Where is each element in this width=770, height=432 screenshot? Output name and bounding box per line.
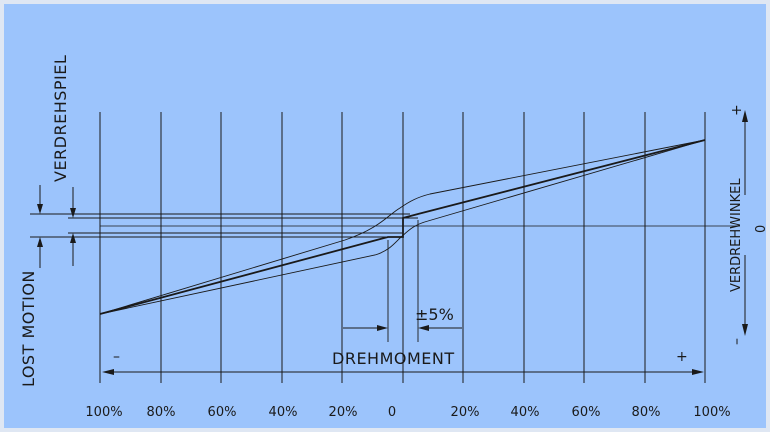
torque-plus-sign: + bbox=[676, 349, 688, 365]
hysteresis-curves bbox=[99, 139, 706, 315]
torque-arrow bbox=[102, 369, 704, 375]
arrow-head bbox=[742, 110, 748, 122]
tick-label: 60% bbox=[572, 405, 601, 420]
mean-curve bbox=[99, 139, 706, 315]
tick-label: 100% bbox=[693, 405, 730, 420]
vertical-grid bbox=[99, 112, 706, 383]
lower-curve bbox=[99, 139, 706, 315]
arrow-head bbox=[37, 204, 43, 214]
twist-minus-sign: – bbox=[729, 338, 745, 345]
arrow-head bbox=[37, 237, 43, 247]
lost-motion-label: LOST MOTION bbox=[19, 270, 38, 387]
arrow-head bbox=[418, 325, 429, 331]
tolerance-label: ±5% bbox=[415, 305, 454, 324]
tick-label: 60% bbox=[208, 405, 237, 420]
twist-plus-sign: + bbox=[729, 104, 745, 116]
backlash-label: VERDREHSPIEL bbox=[51, 55, 70, 182]
arrow-head bbox=[70, 208, 76, 218]
torque-tick-labels: 100% 80% 60% 40% 20% 0 20% 40% 60% 80% 1… bbox=[85, 405, 730, 420]
tick-label: 80% bbox=[632, 405, 661, 420]
left-dimension-arrows bbox=[37, 185, 76, 268]
arrow-head bbox=[377, 325, 388, 331]
arrow-head bbox=[692, 369, 704, 375]
arrow-head bbox=[102, 369, 114, 375]
reference-lines bbox=[30, 213, 418, 238]
torque-label: DREHMOMENT bbox=[332, 349, 455, 368]
tick-label: 0 bbox=[388, 405, 396, 420]
torque-minus-sign: – bbox=[113, 349, 120, 365]
tick-label: 40% bbox=[269, 405, 298, 420]
tick-label: 20% bbox=[329, 405, 358, 420]
tick-label: 80% bbox=[147, 405, 176, 420]
upper-curve bbox=[99, 139, 706, 315]
arrow-head bbox=[70, 233, 76, 243]
tick-label: 20% bbox=[451, 405, 480, 420]
diagram-background bbox=[4, 4, 766, 428]
twist-zero-label: 0 bbox=[754, 225, 769, 233]
tolerance-dimension bbox=[343, 220, 462, 342]
twist-angle-arrows bbox=[742, 110, 748, 336]
twist-angle-label: VERDREHWINKEL bbox=[729, 178, 744, 292]
tick-label: 100% bbox=[85, 405, 122, 420]
tick-label: 40% bbox=[511, 405, 540, 420]
arrow-head bbox=[742, 324, 748, 336]
